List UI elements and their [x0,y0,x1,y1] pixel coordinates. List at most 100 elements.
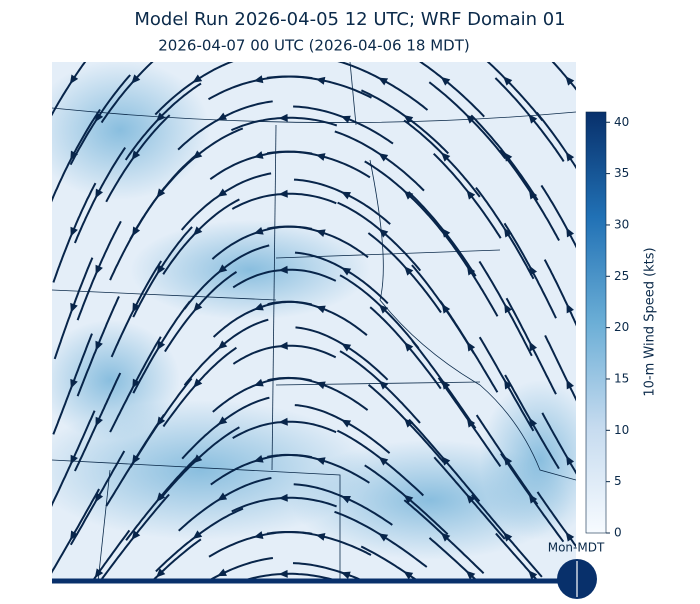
arrowhead [132,378,141,389]
arrowhead [193,378,203,388]
arrowhead [566,379,574,390]
arrowhead [403,190,414,200]
arrowhead [441,152,451,162]
arrowhead [132,226,141,237]
arrowhead [404,418,414,428]
streamline [149,538,202,582]
arrowhead [566,455,575,466]
arrowhead [441,228,451,238]
arrowhead [70,302,78,313]
arrowhead [529,417,538,428]
arrowhead [193,226,203,236]
arrowhead [315,457,326,465]
arrowhead [528,493,538,504]
arrowhead [217,340,228,350]
arrowhead [253,302,264,311]
tick-label: 10 [614,423,629,437]
arrowhead [95,492,104,503]
arrowhead [70,378,78,389]
arrowhead [340,115,351,124]
border [97,469,111,582]
colorbar-label: 10-m Wind Speed (kts) [643,247,658,396]
arrowhead [278,341,288,350]
colorbar [585,111,607,534]
arrowhead [503,227,513,238]
arrowhead [315,153,326,161]
arrowhead [70,226,78,237]
arrowhead [70,150,79,161]
arrowhead [528,114,538,124]
arrowhead [403,571,414,580]
subtitle: 2026-04-07 00 UTC (2026-04-06 18 MDT) [158,37,469,55]
arrowhead [278,265,288,274]
arrowhead [69,74,79,85]
arrowhead [131,150,141,161]
arrowhead [403,115,414,124]
wind-area [480,380,576,540]
tick-label: 30 [614,217,629,231]
arrowhead [217,264,228,274]
arrowhead [466,190,476,200]
arrowhead [467,341,476,352]
arrowhead [95,416,103,427]
streamline [360,545,421,582]
arrowhead [341,267,352,276]
arrowhead [441,379,451,390]
arrowhead [529,265,538,276]
streamline [486,62,544,122]
arrowhead [340,571,351,580]
arrowhead [192,74,203,83]
arrowhead [278,113,288,122]
arrowhead [156,264,166,275]
arrowhead [315,532,326,541]
arrowhead [504,379,513,390]
arrowhead [193,454,203,464]
arrowhead [403,494,414,504]
arrowhead [565,76,575,86]
arrowhead [132,302,141,313]
arrowhead [217,112,228,121]
arrowhead [131,454,141,465]
streamline [428,537,480,582]
arrowhead [278,417,288,426]
arrowhead [156,112,166,122]
title: Model Run 2026-04-05 12 UTC; WRF Domain … [134,9,565,30]
tick-label: 40 [614,115,629,129]
wind-area [52,62,210,200]
arrowhead [315,76,326,85]
arrowhead [278,493,288,502]
arrowhead [441,456,451,466]
map [52,62,576,582]
arrowhead [565,531,575,542]
arrowhead [341,191,351,200]
arrowhead [465,570,476,580]
arrowhead [70,454,78,465]
arrowhead [404,342,414,352]
arrowhead [503,76,513,86]
arrowhead [156,568,166,578]
arrowhead [278,569,288,578]
arrowhead [193,302,203,312]
arrowhead [503,152,513,162]
streamline [536,491,576,548]
arrowhead [528,570,538,580]
arrowhead [217,568,227,577]
wind-area [130,220,370,320]
arrowhead [131,74,141,84]
tick-label: 20 [614,320,629,334]
arrowhead [404,266,414,276]
arrowhead [253,378,264,387]
arrowhead [217,416,228,426]
tick-label: 15 [614,371,629,385]
tick-label: 0 [614,526,622,540]
streamline [535,111,576,170]
tick-label: 35 [614,166,629,180]
streamlines [52,62,576,582]
arrowhead [466,265,476,276]
arrowhead [94,568,104,579]
arrowhead [253,531,264,539]
arrowhead [253,226,264,235]
tick-label: 5 [614,474,622,488]
arrowhead [217,492,228,501]
arrowhead [341,419,352,428]
